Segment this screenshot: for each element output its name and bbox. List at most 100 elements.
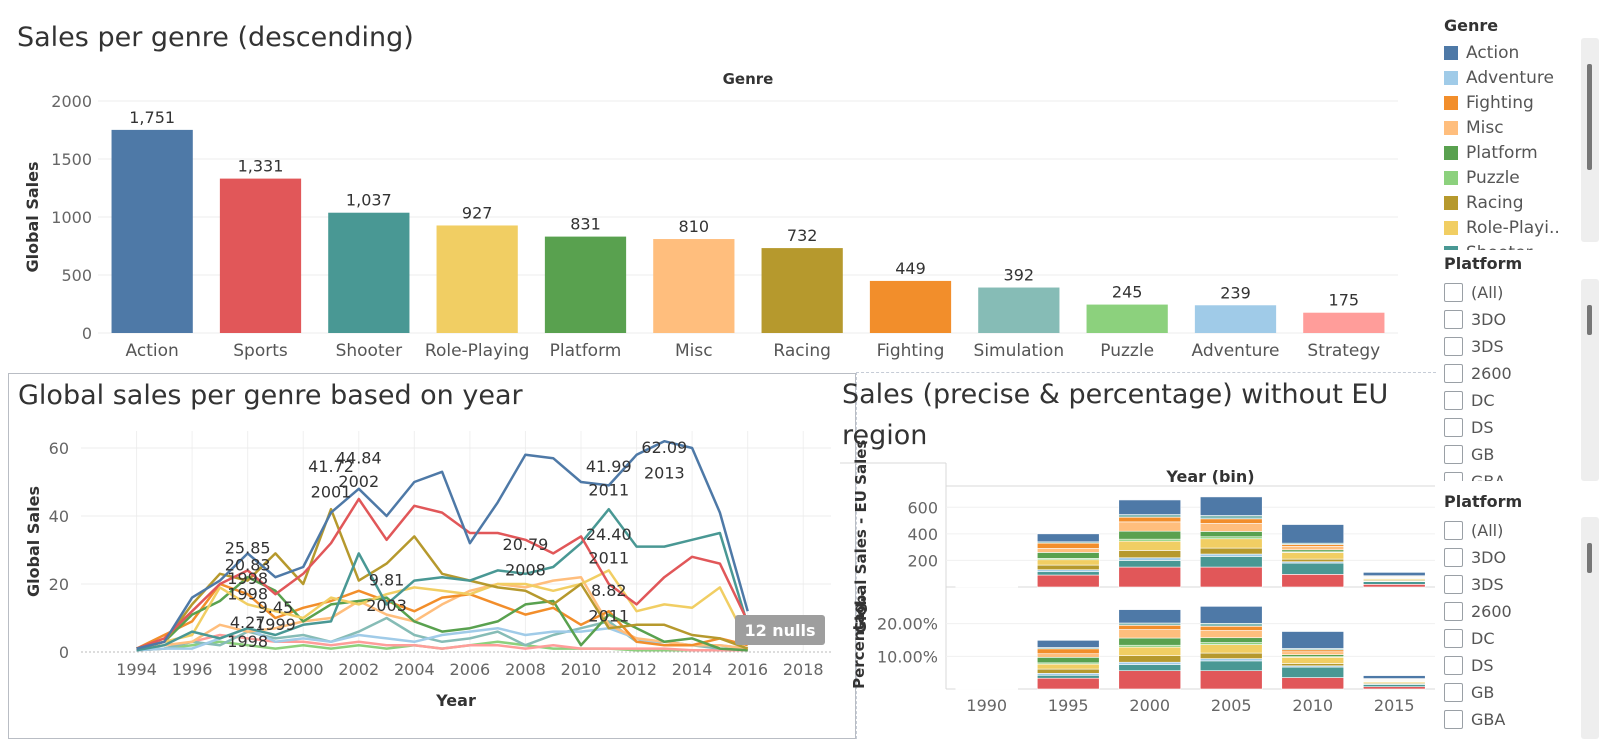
platform-checkbox[interactable] bbox=[1444, 602, 1463, 621]
bar-y-tick-label: 0 bbox=[82, 324, 92, 343]
legend-label: Fighting bbox=[1466, 92, 1534, 113]
stacked-x-tick-label: 2010 bbox=[1292, 696, 1333, 715]
platform-option-gba[interactable]: GBA bbox=[1444, 468, 1569, 481]
line-x-tick-label: 2000 bbox=[283, 660, 324, 679]
line-series-racing bbox=[136, 507, 749, 650]
platform-option-3ds[interactable]: 3DS bbox=[1444, 571, 1569, 598]
stacked-segment-role-playing bbox=[1118, 646, 1182, 656]
genre-legend-title: Genre bbox=[1444, 16, 1499, 35]
platform-option-2600[interactable]: 2600 bbox=[1444, 360, 1569, 387]
bar-value-label: 1,331 bbox=[238, 157, 284, 176]
line-y-tick-label: 60 bbox=[49, 439, 69, 458]
legend-item-shooter[interactable]: Shooter bbox=[1444, 240, 1569, 250]
stacked-y-axis-title: Percentag.. bbox=[850, 591, 868, 689]
stacked-segment-adventure bbox=[1199, 658, 1263, 662]
platform-checkbox[interactable] bbox=[1444, 575, 1463, 594]
nulls-badge-label: 12 nulls bbox=[744, 621, 815, 640]
line-annotation: 24.40 bbox=[586, 525, 632, 544]
bar-y-tick-label: 1000 bbox=[51, 208, 92, 227]
platform-option-3ds[interactable]: 3DS bbox=[1444, 333, 1569, 360]
line-x-tick-label: 2006 bbox=[450, 660, 491, 679]
line-series-fighting bbox=[136, 582, 748, 650]
stacked-segment-misc bbox=[1281, 546, 1345, 551]
line-series-role-playing bbox=[136, 569, 749, 650]
stacked-segment-action bbox=[1199, 606, 1263, 624]
platform-filter-2-scrollbar[interactable] bbox=[1581, 517, 1599, 739]
platform-option-all[interactable]: (All) bbox=[1444, 279, 1569, 306]
legend-item-racing[interactable]: Racing bbox=[1444, 190, 1569, 215]
platform-checkbox[interactable] bbox=[1444, 710, 1463, 729]
bar-platform bbox=[544, 236, 627, 333]
platform-filter-1-scroll-thumb[interactable] bbox=[1587, 305, 1592, 335]
stacked-chart-title-line1: Sales (precise & percentage) without EU bbox=[842, 379, 1389, 410]
platform-option-3do[interactable]: 3DO bbox=[1444, 544, 1569, 571]
platform-option-label: GBA bbox=[1471, 710, 1506, 729]
platform-checkbox[interactable] bbox=[1444, 656, 1463, 675]
line-series-shooter bbox=[136, 507, 749, 652]
legend-item-puzzle[interactable]: Puzzle bbox=[1444, 165, 1569, 190]
line-annotation: 41.72 bbox=[308, 457, 354, 476]
bar-category-label: Misc bbox=[675, 341, 713, 361]
line-annotation: 2011 bbox=[588, 606, 629, 625]
stacked-segment-misc bbox=[1036, 653, 1100, 658]
bar-y-axis-title: Global Sales bbox=[23, 161, 42, 272]
stacked-segment-action bbox=[1281, 524, 1345, 544]
platform-checkbox[interactable] bbox=[1444, 391, 1463, 410]
platform-option-ds[interactable]: DS bbox=[1444, 652, 1569, 679]
legend-label: Role-Playi.. bbox=[1466, 217, 1560, 238]
platform-option-ds[interactable]: DS bbox=[1444, 414, 1569, 441]
legend-item-adventure[interactable]: Adventure bbox=[1444, 65, 1569, 90]
platform-option-2600[interactable]: 2600 bbox=[1444, 598, 1569, 625]
stacked-segment-fighting bbox=[1118, 516, 1182, 523]
platform-checkbox[interactable] bbox=[1444, 310, 1463, 329]
platform-checkbox[interactable] bbox=[1444, 629, 1463, 648]
platform-option-label: DS bbox=[1471, 656, 1494, 675]
stacked-segment-platform bbox=[1199, 531, 1263, 538]
bar-value-label: 810 bbox=[679, 217, 710, 236]
platform-option-gb[interactable]: GB bbox=[1444, 679, 1569, 706]
platform-checkbox[interactable] bbox=[1444, 472, 1463, 481]
line-annotation: 2001 bbox=[311, 482, 352, 501]
legend-item-platform[interactable]: Platform bbox=[1444, 140, 1569, 165]
genre-legend-scrollbar[interactable] bbox=[1581, 38, 1599, 242]
platform-checkbox[interactable] bbox=[1444, 521, 1463, 540]
platform-filter-1-scrollbar[interactable] bbox=[1581, 279, 1599, 481]
stacked-segment-shooter bbox=[1281, 562, 1345, 575]
platform-option-dc[interactable]: DC bbox=[1444, 387, 1569, 414]
stacked-segment-shooter bbox=[1118, 664, 1182, 672]
legend-item-role-playi[interactable]: Role-Playi.. bbox=[1444, 215, 1569, 240]
legend-swatch bbox=[1444, 70, 1458, 85]
platform-option-label: GB bbox=[1471, 683, 1495, 702]
platform-option-gb[interactable]: GB bbox=[1444, 441, 1569, 468]
platform-filter-2: (All) 3DO 3DS 2600 DC DS GB GBA bbox=[1444, 517, 1569, 739]
legend-item-action[interactable]: Action bbox=[1444, 40, 1569, 65]
platform-option-dc[interactable]: DC bbox=[1444, 625, 1569, 652]
line-y-axis-title: Global Sales bbox=[24, 486, 43, 597]
stacked-segment-action bbox=[1199, 496, 1263, 516]
line-x-tick-label: 2012 bbox=[616, 660, 657, 679]
platform-checkbox[interactable] bbox=[1444, 683, 1463, 702]
stacked-segment-action bbox=[1118, 609, 1182, 624]
genre-legend-scroll-thumb[interactable] bbox=[1587, 64, 1592, 170]
stacked-segment-sports bbox=[1281, 574, 1345, 588]
platform-option-gba[interactable]: GBA bbox=[1444, 706, 1569, 733]
platform-checkbox[interactable] bbox=[1444, 364, 1463, 383]
stacked-segment-fighting bbox=[1036, 648, 1100, 655]
bar-category-label: Simulation bbox=[974, 341, 1065, 361]
platform-checkbox[interactable] bbox=[1444, 548, 1463, 567]
platform-checkbox[interactable] bbox=[1444, 445, 1463, 464]
bar-category-label: Strategy bbox=[1307, 341, 1380, 361]
platform-checkbox[interactable] bbox=[1444, 283, 1463, 302]
line-annotation: 2008 bbox=[505, 561, 546, 580]
legend-item-fighting[interactable]: Fighting bbox=[1444, 90, 1569, 115]
platform-checkbox[interactable] bbox=[1444, 337, 1463, 356]
bar-category-label: Puzzle bbox=[1100, 341, 1154, 361]
legend-item-misc[interactable]: Misc bbox=[1444, 115, 1569, 140]
bar-racing bbox=[761, 248, 843, 333]
stacked-segment-fighting bbox=[1118, 625, 1182, 630]
platform-checkbox[interactable] bbox=[1444, 418, 1463, 437]
line-y-tick-label: 40 bbox=[49, 507, 69, 526]
platform-filter-2-scroll-thumb[interactable] bbox=[1587, 543, 1592, 573]
platform-option-all[interactable]: (All) bbox=[1444, 517, 1569, 544]
platform-option-3do[interactable]: 3DO bbox=[1444, 306, 1569, 333]
